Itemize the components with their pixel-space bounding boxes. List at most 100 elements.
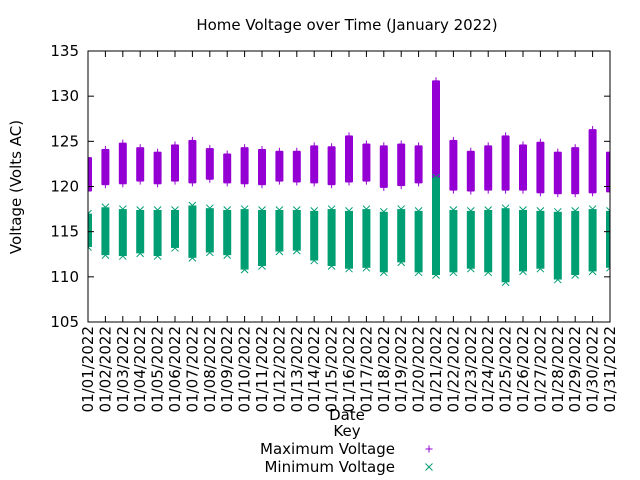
x-tick-label: 01/08/2022 [201, 326, 219, 412]
voltage-range-band [379, 145, 388, 188]
day-column [536, 138, 545, 197]
day-column [292, 206, 301, 255]
low-point [101, 181, 109, 189]
voltage-range-band [275, 151, 284, 182]
legend-label-maximum: Maximum Voltage [260, 440, 395, 458]
high-point [397, 140, 405, 148]
day-column [571, 144, 580, 198]
day-column [449, 206, 458, 277]
day-column [484, 206, 493, 277]
voltage-range-band [188, 205, 197, 258]
day-column [414, 142, 423, 187]
day-column [223, 206, 232, 260]
low-point [449, 186, 457, 194]
voltage-range-band [275, 209, 284, 252]
x-tick-label: 01/10/2022 [236, 326, 254, 412]
voltage-range-band [501, 208, 510, 283]
day-column [88, 154, 92, 195]
day-column [606, 207, 610, 272]
low-point [379, 268, 388, 277]
low-point [258, 262, 266, 270]
low-point [606, 263, 610, 272]
day-column [240, 205, 249, 274]
low-point [397, 258, 406, 267]
x-tick-label: 01/20/2022 [410, 326, 428, 412]
low-point [380, 183, 388, 191]
voltage-range-band [258, 149, 266, 185]
voltage-range-band [606, 152, 610, 192]
voltage-range-band [88, 157, 92, 192]
low-point [275, 177, 283, 185]
series-minimum-voltage [88, 173, 610, 287]
day-column [275, 147, 284, 185]
day-column [240, 144, 249, 188]
y-ticks: 105 110 115 120 125 130 135 [50, 42, 610, 331]
low-point [606, 188, 610, 196]
voltage-range-band [432, 80, 440, 182]
high-point [415, 142, 423, 150]
x-tick-label: 01/12/2022 [270, 326, 288, 412]
low-point [449, 268, 458, 277]
day-column [188, 136, 197, 187]
x-tick-label: 01/24/2022 [479, 326, 497, 412]
voltage-range-band [327, 209, 336, 266]
low-point [101, 251, 110, 260]
y-axis-label: Voltage (Volts AC) [7, 120, 25, 254]
day-column [327, 205, 336, 270]
low-point [467, 187, 475, 195]
voltage-range-band [205, 148, 214, 180]
x-ticks: 01/01/2022 01/02/2022 01/03/2022 01/04/2022… [79, 51, 619, 412]
x-tick-label: 01/04/2022 [131, 326, 149, 412]
day-column [310, 207, 319, 265]
y-tick-label: 120 [50, 178, 79, 196]
low-point [571, 190, 579, 198]
high-point [258, 206, 266, 214]
x-tick-label: 01/03/2022 [114, 326, 132, 412]
voltage-range-band [414, 145, 423, 183]
low-point [310, 179, 318, 187]
x-tick-label: 01/17/2022 [357, 326, 375, 412]
voltage-range-band [571, 147, 580, 194]
day-column [153, 148, 162, 188]
x-tick-label: 01/27/2022 [531, 326, 549, 412]
high-point [275, 206, 284, 214]
day-column [414, 207, 423, 277]
day-column [275, 206, 284, 256]
y-tick-label: 125 [50, 132, 79, 150]
voltage-range-band [466, 151, 475, 192]
day-column [136, 144, 145, 185]
high-point [449, 206, 458, 214]
voltage-range-band [136, 147, 145, 182]
day-column [397, 205, 406, 267]
day-column [205, 145, 214, 183]
y-tick-label: 135 [50, 42, 79, 60]
plus-marker-icon [425, 445, 433, 453]
voltage-range-band [571, 210, 580, 276]
voltage-range-band [153, 152, 162, 184]
voltage-range-band [449, 140, 458, 191]
high-point [310, 142, 318, 150]
high-point [205, 204, 214, 213]
day-column [432, 77, 440, 186]
x-tick-label: 01/15/2022 [323, 326, 341, 412]
y-tick-label: 110 [50, 268, 79, 286]
day-column [588, 205, 597, 276]
low-point [171, 177, 179, 185]
day-column [466, 207, 475, 273]
voltage-range-band [223, 209, 232, 256]
voltage-range-band [345, 135, 353, 182]
voltage-range-band [466, 210, 475, 269]
voltage-range-band [362, 144, 371, 182]
day-column [223, 150, 232, 187]
low-point [240, 265, 249, 274]
legend-label-minimum: Minimum Voltage [264, 458, 395, 476]
x-tick-label: 01/16/2022 [340, 326, 358, 412]
day-column [553, 148, 562, 198]
low-point [327, 262, 336, 270]
low-point [275, 247, 284, 256]
voltage-range-band [519, 144, 527, 191]
high-point [484, 206, 493, 214]
low-point [188, 179, 196, 187]
day-column [449, 136, 458, 194]
low-point [362, 263, 371, 272]
